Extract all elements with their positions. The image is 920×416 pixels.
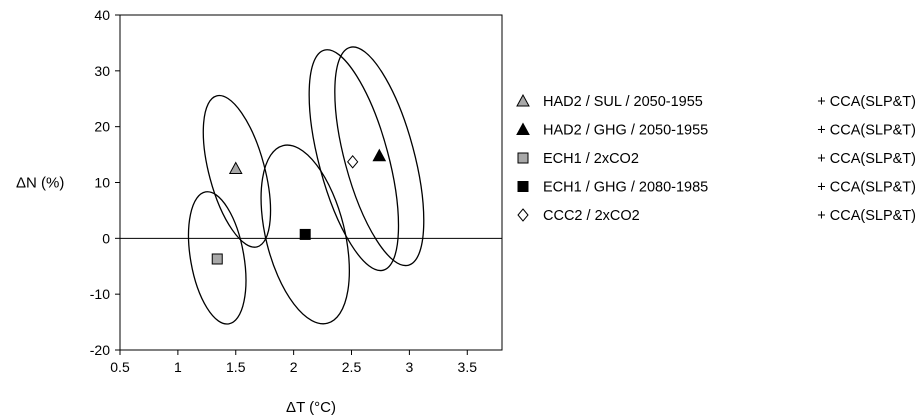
- data-markers: [211, 148, 387, 265]
- legend-method-1: + CCA(SLP&T): [817, 94, 916, 110]
- legend-label-1: HAD2 / SUL / 2050-1955: [543, 94, 703, 110]
- legend-method-5: + CCA(SLP&T): [817, 208, 916, 224]
- legend-label-3: ECH1 / 2xCO2: [543, 151, 639, 167]
- y-tick-label: 10: [94, 175, 110, 191]
- x-tick-label: 1.5: [226, 359, 246, 375]
- legend-method-3: + CCA(SLP&T): [817, 151, 916, 167]
- axis-ticks: 0.5 1 1.5 2 2.5 3 3.5 -20 -10 0 10 20 30 40: [90, 7, 477, 375]
- ellipse-series-1: [202, 94, 272, 248]
- x-tick-label: 0.5: [110, 359, 130, 375]
- y-tick-label: 30: [94, 63, 110, 79]
- legend-marker-1: [516, 93, 530, 107]
- point-series-5: [347, 155, 359, 169]
- legend-label-2: HAD2 / GHG / 2050-1955: [543, 123, 708, 139]
- point-series-3: [211, 253, 223, 265]
- y-tick-label: -10: [90, 286, 110, 302]
- plot-frame: [119, 14, 503, 351]
- y-tick-label: 40: [94, 7, 110, 23]
- ellipse-series-2: [334, 46, 425, 267]
- legend: HAD2 / SUL / 2050-1955 + CCA(SLP&T) HAD2 /…: [516, 93, 916, 224]
- legend-marker-5: [517, 208, 529, 222]
- legend-method-2: + CCA(SLP&T): [817, 123, 916, 139]
- ellipse-series-3: [187, 191, 247, 325]
- point-series-1: [228, 161, 243, 175]
- confidence-ellipses: [187, 46, 425, 325]
- y-tick-label: -20: [90, 342, 110, 358]
- legend-marker-4: [517, 181, 529, 192]
- legend-marker-2: [516, 122, 530, 135]
- x-tick-label: 2: [290, 359, 298, 375]
- x-tick-label: 1: [174, 359, 182, 375]
- legend-marker-3: [517, 152, 529, 164]
- y-axis-title: ΔN (%): [16, 175, 64, 192]
- ellipse-series-4: [260, 144, 351, 325]
- x-tick-label: 3: [405, 359, 413, 375]
- y-tick-label: 20: [94, 119, 110, 135]
- point-series-4: [299, 228, 311, 240]
- x-tick-label: 3.5: [458, 359, 478, 375]
- x-axis-title: ΔT (°C): [286, 399, 336, 416]
- x-tick-label: 2.5: [342, 359, 362, 375]
- y-tick-label: 0: [102, 230, 110, 246]
- legend-label-4: ECH1 / GHG / 2080-1985: [543, 180, 708, 196]
- legend-label-5: CCC2 / 2xCO2: [543, 208, 640, 224]
- legend-method-4: + CCA(SLP&T): [817, 180, 916, 196]
- ellipse-series-5: [308, 49, 400, 272]
- point-series-2: [372, 148, 387, 162]
